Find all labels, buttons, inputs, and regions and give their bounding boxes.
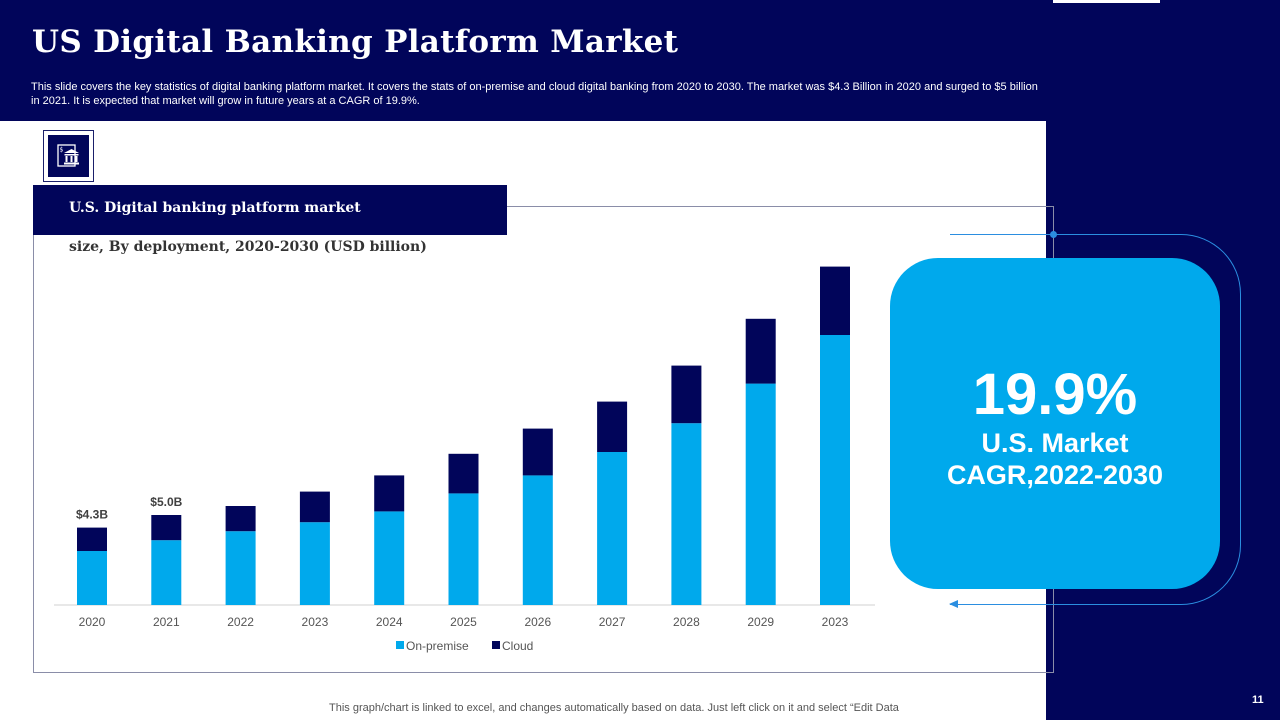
slide-description: This slide covers the key statistics of … [31, 81, 1038, 107]
bank-icon-frame: $ [43, 130, 94, 182]
cagr-value: 19.9% [972, 362, 1138, 427]
chart-subtitle: size, By deployment, 2020-2030 (USD bill… [69, 239, 427, 255]
cagr-label: U.S. Market CAGR,2022-2030 [890, 427, 1220, 491]
svg-text:$: $ [59, 147, 63, 154]
header-background [0, 0, 1280, 121]
chart-title-bar: U.S. Digital banking platform market [33, 185, 507, 235]
cagr-label-line2: CAGR,2022-2030 [946, 460, 1164, 490]
cagr-card: 19.9% U.S. Market CAGR,2022-2030 [890, 258, 1220, 589]
bank-document-icon: $ [48, 135, 89, 177]
chart-title: U.S. Digital banking platform market [69, 200, 361, 216]
cagr-label-line1: U.S. Market [981, 428, 1129, 458]
page-number: 11 [1252, 694, 1264, 706]
top-tab-marker [1053, 0, 1160, 3]
connector-dot [1050, 231, 1057, 238]
connector-arrow [949, 600, 958, 608]
cagr-connector-ring [950, 234, 1241, 605]
footer-note: This graph/chart is linked to excel, and… [329, 702, 899, 714]
page-title: US Digital Banking Platform Market [32, 24, 679, 60]
